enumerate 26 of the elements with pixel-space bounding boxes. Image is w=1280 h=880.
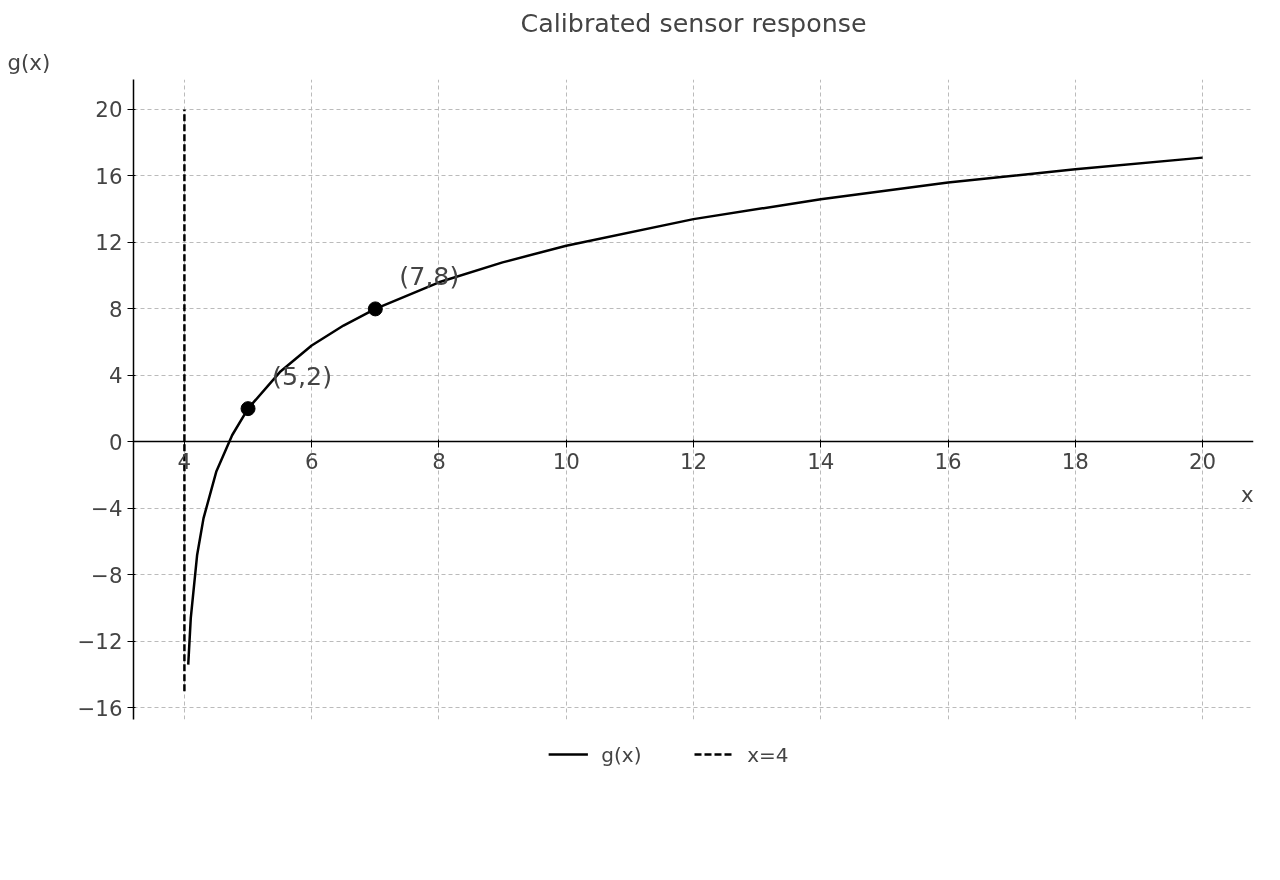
y-tick-label: 12 bbox=[95, 230, 123, 256]
y-tick-label: 8 bbox=[108, 296, 123, 322]
y-tick-label: −8 bbox=[91, 562, 123, 588]
y-tick-label: −4 bbox=[91, 496, 123, 522]
legend-label: g(x) bbox=[601, 742, 642, 767]
x-tick-label: 6 bbox=[304, 448, 319, 474]
y-tick-label: 16 bbox=[95, 163, 123, 189]
x-tick-label: 10 bbox=[552, 448, 580, 474]
annotation: (7,8) bbox=[399, 260, 460, 291]
legend-label: x=4 bbox=[747, 742, 789, 767]
x-axis-title: x bbox=[1240, 481, 1254, 507]
y-tick-label: 4 bbox=[108, 363, 123, 389]
x-tick-label: 18 bbox=[1061, 448, 1089, 474]
y-tick-label: −16 bbox=[77, 695, 123, 721]
x-tick-label: 14 bbox=[807, 448, 835, 474]
x-tick-label: 8 bbox=[432, 448, 446, 474]
y-axis-title: g(x) bbox=[7, 49, 51, 75]
x-tick-label: 4 bbox=[177, 448, 192, 474]
y-tick-label: 0 bbox=[108, 429, 123, 455]
x-tick-label: 16 bbox=[934, 448, 962, 474]
annotation: (5,2) bbox=[272, 360, 333, 391]
y-tick-label: 20 bbox=[95, 97, 123, 123]
x-tick-label: 20 bbox=[1189, 448, 1217, 474]
y-tick-label: −12 bbox=[77, 629, 123, 655]
chart-title: Calibrated sensor response bbox=[520, 7, 867, 38]
x-tick-label: 12 bbox=[679, 448, 708, 474]
